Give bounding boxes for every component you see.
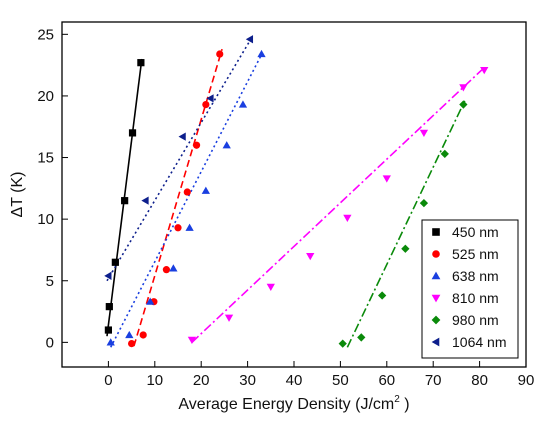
y-tick-label: 10 xyxy=(37,211,54,228)
x-tick-label: 60 xyxy=(378,372,395,389)
y-tick-label: 5 xyxy=(46,273,54,290)
y-axis-label: ΔT (K) xyxy=(9,172,26,218)
legend-label: 450 nm xyxy=(452,224,499,240)
data-point xyxy=(222,141,231,149)
legend-label: 525 nm xyxy=(452,246,499,262)
data-point xyxy=(459,100,468,109)
data-point xyxy=(105,303,113,311)
legend-items: 450 nm 525 nm 638 nm 810 nm 980 nm 1064 nm xyxy=(431,224,506,350)
data-point xyxy=(137,59,145,67)
data-point xyxy=(125,330,134,339)
data-point xyxy=(128,129,137,137)
data-point xyxy=(146,297,155,305)
legend-box xyxy=(421,219,519,359)
x-tick-label: 20 xyxy=(193,372,210,389)
legend: 450 nm 525 nm 638 nm 810 nm 980 nm 1064 nm xyxy=(421,219,519,359)
data-point xyxy=(162,266,170,274)
data-point xyxy=(382,175,391,183)
x-tick-label: 90 xyxy=(518,372,535,389)
data-point xyxy=(141,196,149,205)
data-point xyxy=(216,50,224,58)
fit-line xyxy=(110,52,264,348)
data-point xyxy=(257,49,266,58)
data-point xyxy=(178,132,186,141)
axis-ticks: 0 10 20 30 40 50 60 70 80 90 0 5 10 15 20 25 xyxy=(37,26,534,389)
legend-marker xyxy=(431,271,441,280)
legend-marker xyxy=(432,228,440,236)
x-tick-label: 0 xyxy=(104,372,112,389)
data-point xyxy=(183,188,191,196)
data-point xyxy=(202,100,210,109)
data-point xyxy=(238,100,248,108)
fit-lines xyxy=(106,36,485,348)
data-point xyxy=(192,141,201,149)
legend-label: 980 nm xyxy=(452,312,499,328)
data-point xyxy=(357,333,366,342)
data-point xyxy=(245,35,254,44)
x-tick-label: 70 xyxy=(425,372,442,389)
legend-marker xyxy=(431,337,440,347)
x-axis-label-main: Average Energy Density (J/cm xyxy=(178,396,394,413)
legend-label: 638 nm xyxy=(452,268,499,284)
data-point xyxy=(121,197,129,205)
data-point xyxy=(378,291,387,300)
data-point xyxy=(104,271,112,280)
legend-label: 1064 nm xyxy=(452,334,506,350)
fit-line xyxy=(106,36,253,282)
data-point xyxy=(201,186,210,194)
data-point xyxy=(343,214,352,223)
data-point xyxy=(440,149,449,158)
data-point xyxy=(139,331,147,339)
y-tick-label: 0 xyxy=(46,334,54,351)
x-tick-label: 80 xyxy=(471,372,488,389)
data-point xyxy=(106,338,115,346)
data-point xyxy=(306,253,315,261)
y-tick-label: 20 xyxy=(37,88,54,105)
data-point xyxy=(111,258,119,266)
x-axis-label: Average Energy Density (J/cm2 ) xyxy=(178,394,409,413)
x-tick-label: 30 xyxy=(239,372,256,389)
data-point xyxy=(224,314,234,322)
fit-line xyxy=(346,100,466,348)
legend-label: 810 nm xyxy=(452,290,499,306)
data-point xyxy=(128,339,136,348)
data-point xyxy=(169,264,178,272)
data-point xyxy=(206,94,214,103)
data-point xyxy=(174,224,182,232)
x-tick-label: 50 xyxy=(332,372,349,389)
data-point xyxy=(419,198,429,208)
y-tick-label: 15 xyxy=(37,150,54,167)
x-axis-label-end: ) xyxy=(400,396,410,413)
data-point xyxy=(185,223,194,231)
x-tick-label: 10 xyxy=(146,372,163,389)
legend-marker xyxy=(431,294,441,303)
y-tick-label: 25 xyxy=(37,26,54,43)
legend-marker xyxy=(431,315,441,325)
data-point xyxy=(338,339,347,348)
data-point xyxy=(104,326,112,334)
data-point xyxy=(266,283,275,292)
data-point xyxy=(401,244,410,253)
legend-marker xyxy=(432,250,440,258)
data-point xyxy=(419,129,429,138)
data-points xyxy=(104,35,489,348)
x-tick-label: 40 xyxy=(286,372,303,389)
x-axis-label-superscript: 2 xyxy=(394,394,400,405)
data-point xyxy=(480,66,489,75)
data-point xyxy=(187,336,197,345)
fit-line xyxy=(191,67,485,343)
data-point xyxy=(459,84,468,92)
